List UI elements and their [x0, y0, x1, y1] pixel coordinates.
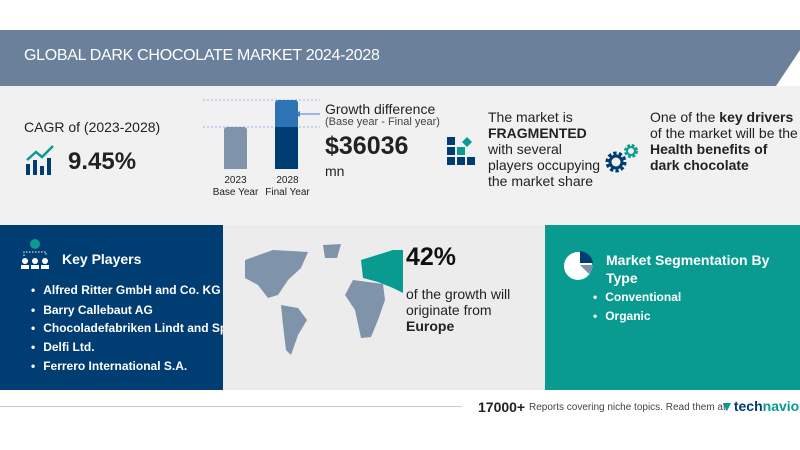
market-fragmented: FRAGMENTED [488, 125, 587, 141]
base-year-label: 2023 Base Year [212, 175, 259, 199]
growth-value: $36036 [325, 132, 409, 160]
segmentation-title: Market Segmentation By Type [606, 251, 769, 287]
region-percent: 42% [406, 243, 457, 271]
key-players-panel: Key Players Alfred Ritter GmbH and Co. K… [0, 225, 223, 390]
org-people-icon [21, 239, 49, 269]
drivers-line: One of the [650, 109, 720, 125]
segmentation-title-line: Market Segmentation By [606, 252, 770, 268]
header-banner [0, 30, 800, 86]
footer-text: Reports covering niche topics. Read them… [529, 402, 726, 413]
region-line: originate from [406, 302, 492, 318]
final-year: 2028 [276, 175, 299, 186]
footer-count: 17000+ [478, 399, 526, 415]
cagr-label: CAGR of (2023-2028) [24, 119, 161, 135]
pie-chart-icon [564, 251, 593, 280]
stats-section [0, 86, 800, 225]
final-year-caption: Final Year [265, 187, 310, 198]
guide-lines [203, 99, 320, 128]
growth-unit: mn [325, 163, 345, 179]
segmentation-panel: Market Segmentation By Type Conventional… [545, 225, 800, 390]
footer-divider [0, 406, 462, 407]
key-players-title: Key Players [62, 251, 142, 267]
region-text: of the growth will originate from Europe [406, 286, 510, 334]
page-title: GLOBAL DARK CHOCOLATE MARKET 2024-2028 [24, 47, 380, 64]
gears-icon [605, 144, 638, 173]
key-player-item: Chocoladefabriken Lindt and Spru... [31, 321, 223, 335]
growth-label: Growth difference [325, 101, 436, 117]
cagr-value: 9.45% [68, 148, 137, 175]
key-player-item: Ferrero International S.A. [31, 359, 221, 373]
region-panel: 42% of the growth will originate from Eu… [223, 225, 545, 390]
drivers-highlight: dark chocolate [650, 157, 749, 173]
bar-2023 [224, 127, 247, 169]
key-player-item: Barry Callebaut AG [31, 303, 221, 317]
drivers-key: key drivers [719, 109, 794, 125]
market-line: with several [488, 141, 562, 157]
segment-item: Conventional [593, 290, 681, 304]
key-player-item: Delfi Ltd. [31, 340, 221, 354]
world-map [245, 244, 403, 355]
key-player-item: Alfred Ritter GmbH and Co. KG [31, 283, 221, 297]
bar-2028-base [275, 127, 298, 169]
technavio-logo[interactable]: ▼technavio [720, 398, 800, 414]
fragmented-blocks-icon [447, 137, 475, 165]
market-line: the market share [488, 173, 594, 189]
region-line: of the growth will [406, 286, 511, 302]
region-name: Europe [406, 318, 455, 334]
market-line: The market is [488, 109, 573, 125]
market-line: players occupying [488, 157, 601, 173]
final-year-label: 2028 Final Year [264, 175, 311, 199]
base-year-caption: Base Year [212, 187, 259, 198]
bar-2028-growth [275, 100, 298, 127]
drivers-highlight: Health benefits of [650, 141, 768, 157]
segmentation-title-line: Type [606, 270, 638, 286]
growth-chart-icon [26, 145, 54, 175]
drivers-text: One of the key drivers of the market wil… [650, 109, 798, 173]
market-structure-text: The market is FRAGMENTED with several pl… [488, 109, 600, 189]
base-year: 2023 [224, 175, 247, 186]
growth-sublabel: (Base year - Final year) [325, 116, 440, 128]
segment-item: Organic [593, 309, 650, 323]
drivers-line: of the market will be the [650, 125, 798, 141]
